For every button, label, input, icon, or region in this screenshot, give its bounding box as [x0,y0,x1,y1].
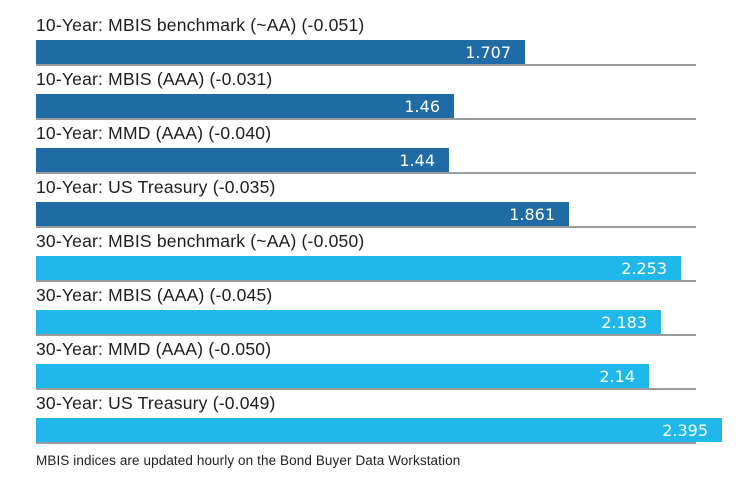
bar-track: 1.707 [36,40,740,66]
bar-row: 10-Year: MBIS benchmark (~AA) (-0.051) 1.… [36,16,740,66]
bar-label: 10-Year: MBIS (AAA) (-0.031) [36,69,273,89]
row-baseline [36,442,696,444]
bar-value: 2.253 [621,259,667,278]
footer-note: MBIS indices are updated hourly on the B… [36,453,461,468]
bar-rows-container: 10-Year: MBIS benchmark (~AA) (-0.051) 1.… [36,16,740,444]
bar-row: 30-Year: MBIS benchmark (~AA) (-0.050) 2.… [36,232,740,282]
bar-value: 2.183 [601,313,647,332]
bar-track: 2.183 [36,310,740,336]
bar-row: 10-Year: US Treasury (-0.035) 1.861 [36,178,740,228]
bar: 1.46 [36,94,454,118]
bar-value: 2.14 [599,367,635,386]
bar-row: 30-Year: MMD (AAA) (-0.050) 2.14 [36,340,740,390]
row-baseline [36,64,696,66]
bar: 2.395 [36,418,722,442]
bar: 2.14 [36,364,649,388]
bar: 1.44 [36,148,449,172]
bar-value: 1.44 [399,151,435,170]
bar-label: 10-Year: MMD (AAA) (-0.040) [36,123,272,143]
bar-label: 30-Year: MBIS benchmark (~AA) (-0.050) [36,231,365,251]
bar-track: 2.395 [36,418,740,444]
row-baseline [36,334,696,336]
bar-row: 10-Year: MBIS (AAA) (-0.031) 1.46 [36,70,740,120]
bar-track: 1.861 [36,202,740,228]
bar-label: 30-Year: US Treasury (-0.049) [36,393,276,413]
row-baseline [36,280,696,282]
bar-label: 10-Year: US Treasury (-0.035) [36,177,276,197]
bar: 2.183 [36,310,661,334]
row-baseline [36,172,696,174]
bar-row: 30-Year: US Treasury (-0.049) 2.395 [36,394,740,444]
bar: 1.861 [36,202,569,226]
bar-label: 30-Year: MMD (AAA) (-0.050) [36,339,272,359]
bar-value: 2.395 [662,421,708,440]
bar-label: 30-Year: MBIS (AAA) (-0.045) [36,285,273,305]
bar: 1.707 [36,40,525,64]
bar-value: 1.861 [509,205,555,224]
bar-track: 1.46 [36,94,740,120]
bar-value: 1.707 [465,43,511,62]
bar-label: 10-Year: MBIS benchmark (~AA) (-0.051) [36,15,365,35]
row-baseline [36,118,696,120]
bar-track: 2.253 [36,256,740,282]
row-baseline [36,226,696,228]
bar-track: 2.14 [36,364,740,390]
bar-track: 1.44 [36,148,740,174]
bar: 2.253 [36,256,681,280]
bar-value: 1.46 [404,97,440,116]
row-baseline [36,388,696,390]
bar-row: 30-Year: MBIS (AAA) (-0.045) 2.183 [36,286,740,336]
bar-row: 10-Year: MMD (AAA) (-0.040) 1.44 [36,124,740,174]
